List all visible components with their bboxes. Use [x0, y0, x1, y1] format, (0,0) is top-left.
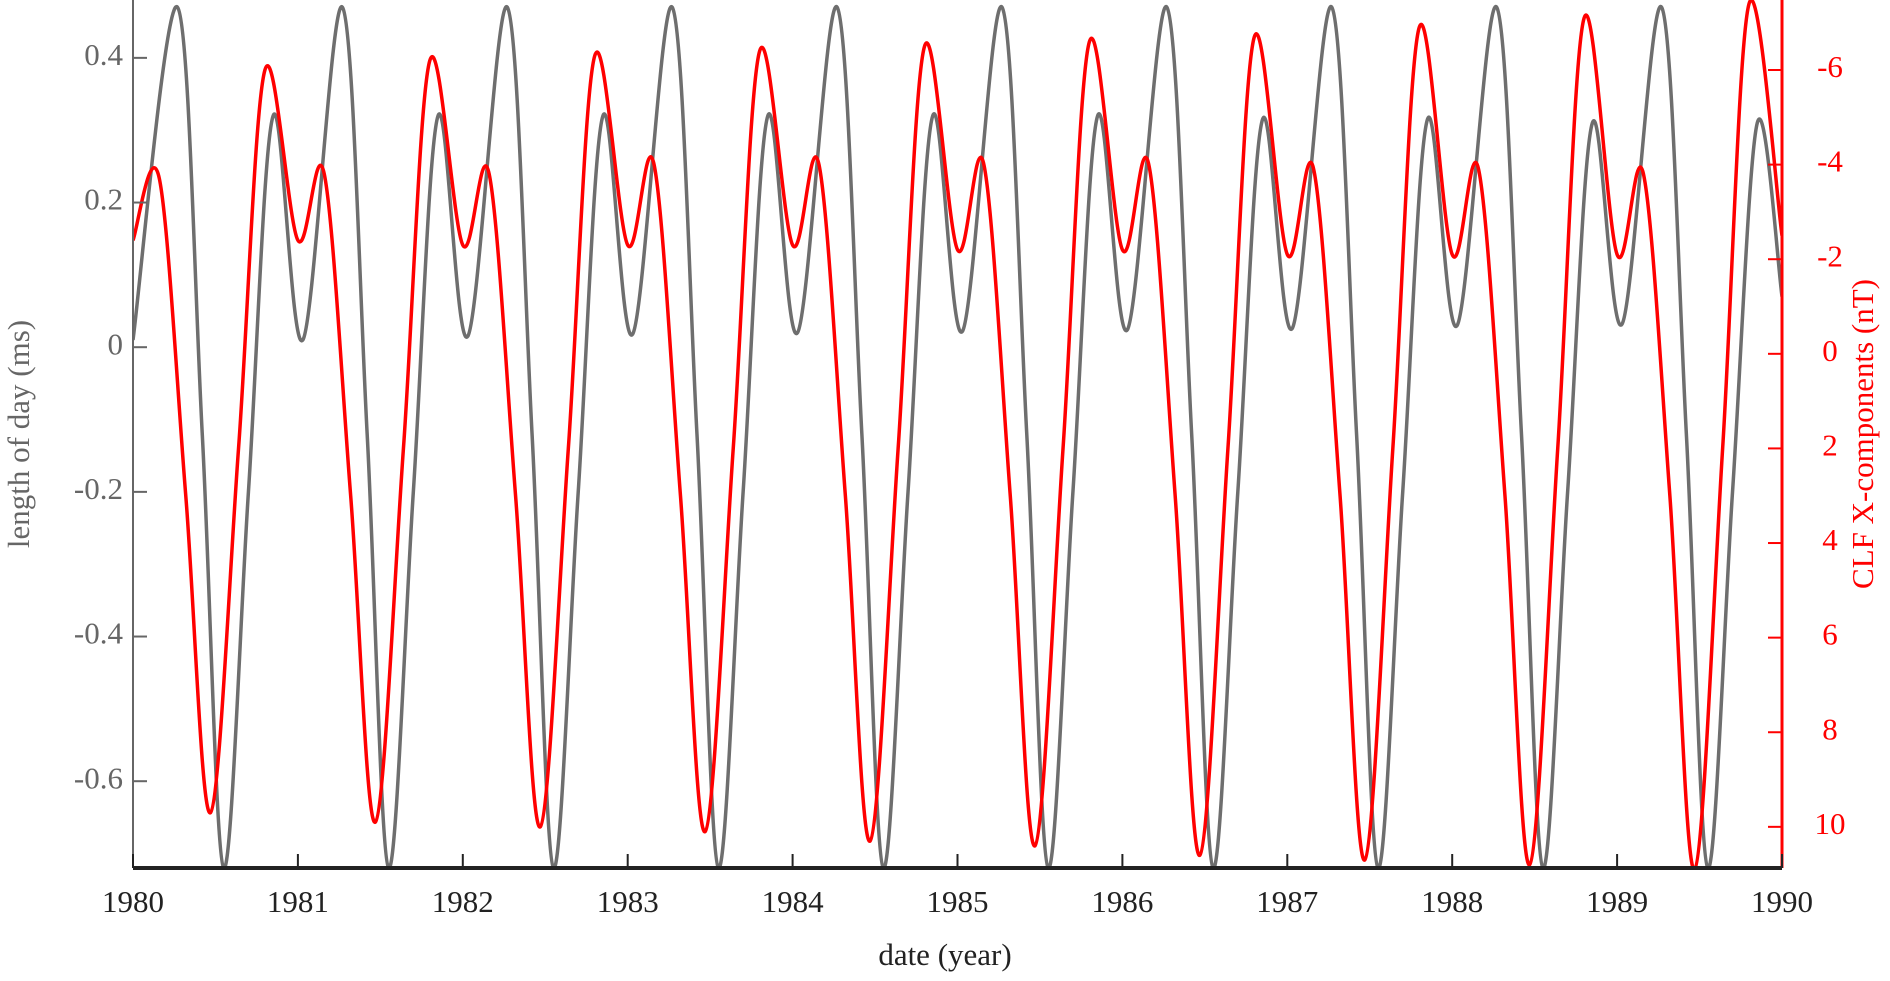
y-axis-label: length of day (ms): [1, 320, 36, 548]
y2-tick-label: -6: [1817, 49, 1843, 84]
x-tick-label: 1981: [267, 884, 329, 919]
line-series: [133, 5, 1782, 868]
y-tick-label: 0.4: [84, 37, 123, 72]
y2-tick-label: -2: [1817, 238, 1843, 273]
x-tick-label: 1982: [432, 884, 494, 919]
y-tick-label: -0.2: [74, 471, 123, 506]
y2-tick-label: -4: [1817, 144, 1843, 179]
x-tick-label: 1987: [1256, 884, 1318, 919]
x-tick-label: 1988: [1421, 884, 1483, 919]
y2-tick-label: 10: [1815, 806, 1846, 841]
x-tick-label: 1985: [927, 884, 989, 919]
y2-tick-label: 4: [1822, 522, 1838, 557]
x-axis-label: date (year): [878, 937, 1011, 972]
y2-tick-label: 2: [1822, 428, 1838, 463]
x-tick-label: 1984: [762, 884, 825, 919]
y2-axis-label: CLF X-components (nT): [1845, 279, 1880, 589]
x-tick-label: 1986: [1091, 884, 1153, 919]
y-tick-label: 0: [108, 326, 124, 361]
y-tick-label: -0.4: [74, 616, 124, 651]
y2-tick-label: 6: [1822, 617, 1838, 652]
x-tick-label: 1983: [597, 884, 659, 919]
line-series: [133, 0, 1782, 868]
x-tick-label: 1990: [1751, 884, 1813, 919]
y-tick-label: -0.6: [74, 760, 123, 795]
y2-tick-label: 8: [1822, 711, 1838, 746]
x-tick-label: 1989: [1586, 884, 1648, 919]
y-tick-label: 0.2: [84, 182, 123, 217]
y2-tick-label: 0: [1822, 333, 1838, 368]
x-tick-label: 1980: [102, 884, 164, 919]
plot-area: [133, 0, 1782, 868]
